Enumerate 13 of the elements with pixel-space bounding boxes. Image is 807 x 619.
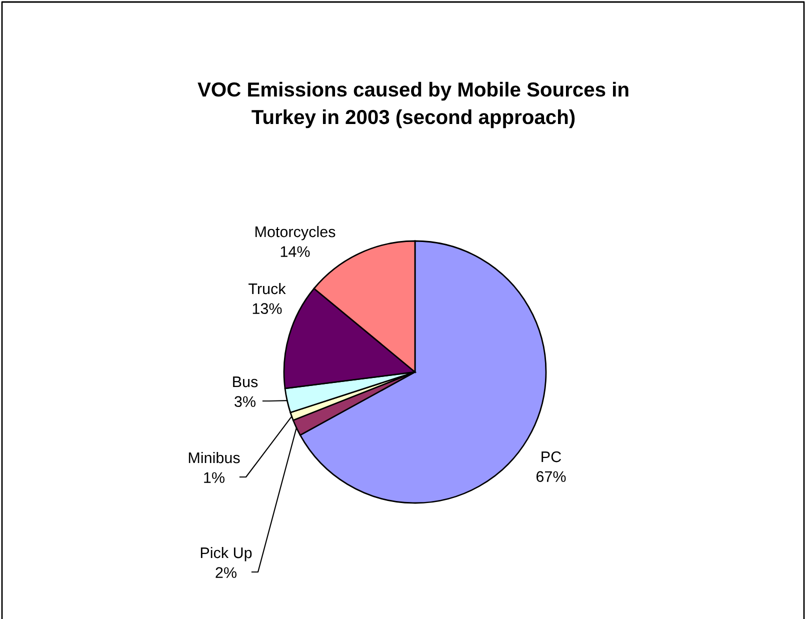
data-label: 67%	[536, 471, 566, 482]
slice-label: Minibus	[188, 452, 240, 464]
data-label: 3%	[234, 396, 256, 407]
slice-label: Pick Up	[200, 546, 252, 562]
data-label: 1%	[204, 472, 224, 483]
slice-label: Bus	[233, 376, 258, 388]
data-label: 2%	[216, 567, 236, 578]
data-label: 14%	[280, 246, 310, 257]
slice-label: PC	[542, 451, 562, 462]
chart-title: VOC Emissions caused by Mobile Sources in Turkey in 2003 (second approach)	[198, 82, 628, 128]
slice-label: Truck	[248, 282, 286, 294]
slice-label: Motorcycles	[256, 226, 336, 240]
data-label: 13%	[252, 303, 282, 314]
